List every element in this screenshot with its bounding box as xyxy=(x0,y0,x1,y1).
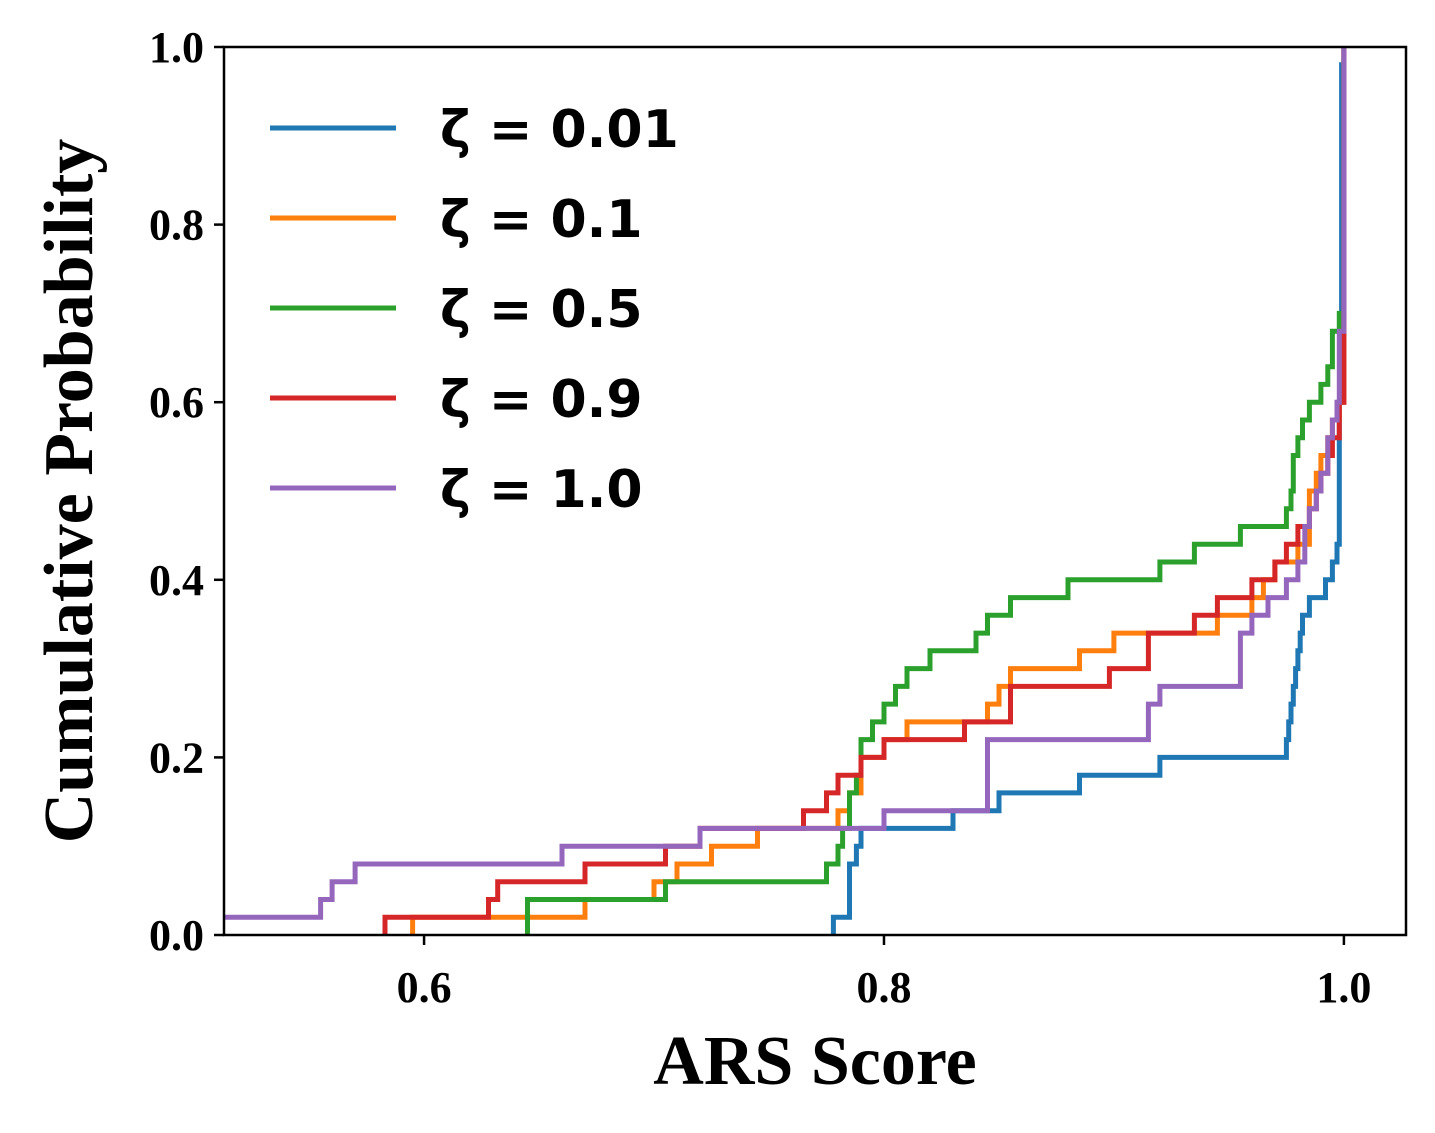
y-tick-label: 0.6 xyxy=(149,378,204,427)
y-tick-label: 0.4 xyxy=(149,556,204,605)
series-line-4 xyxy=(224,47,1347,920)
x-tick-label: 0.8 xyxy=(856,963,911,1012)
x-tick-label: 1.0 xyxy=(1316,963,1371,1012)
y-axis-label: Cumulative Probability xyxy=(31,139,108,844)
legend-label-0: ζ = 0.01 xyxy=(440,100,679,160)
legend-label-3: ζ = 0.9 xyxy=(440,370,643,430)
legend-label-1: ζ = 0.1 xyxy=(440,190,643,250)
x-axis-label: ARS Score xyxy=(653,1023,976,1100)
x-tick-label: 0.6 xyxy=(397,963,452,1012)
x-axis-ticks: 0.6 0.8 1.0 xyxy=(397,935,1371,1012)
legend-label-2: ζ = 0.5 xyxy=(440,280,643,340)
legend-label-4: ζ = 1.0 xyxy=(440,460,643,520)
y-tick-label: 0.2 xyxy=(149,733,204,782)
y-tick-label: 0.8 xyxy=(149,201,204,250)
plot-frame xyxy=(222,45,1408,937)
y-tick-label: 0.0 xyxy=(149,911,204,960)
y-tick-label: 1.0 xyxy=(149,23,204,72)
series-line-0 xyxy=(830,47,1347,935)
series-line-2 xyxy=(525,47,1347,935)
series-layer xyxy=(224,47,1347,935)
y-axis-ticks: 0.0 0.2 0.4 0.6 0.8 1.0 xyxy=(149,23,224,960)
legend: ζ = 0.01 ζ = 0.1 ζ = 0.5 ζ = 0.9 ζ = 1.0 xyxy=(270,100,679,520)
